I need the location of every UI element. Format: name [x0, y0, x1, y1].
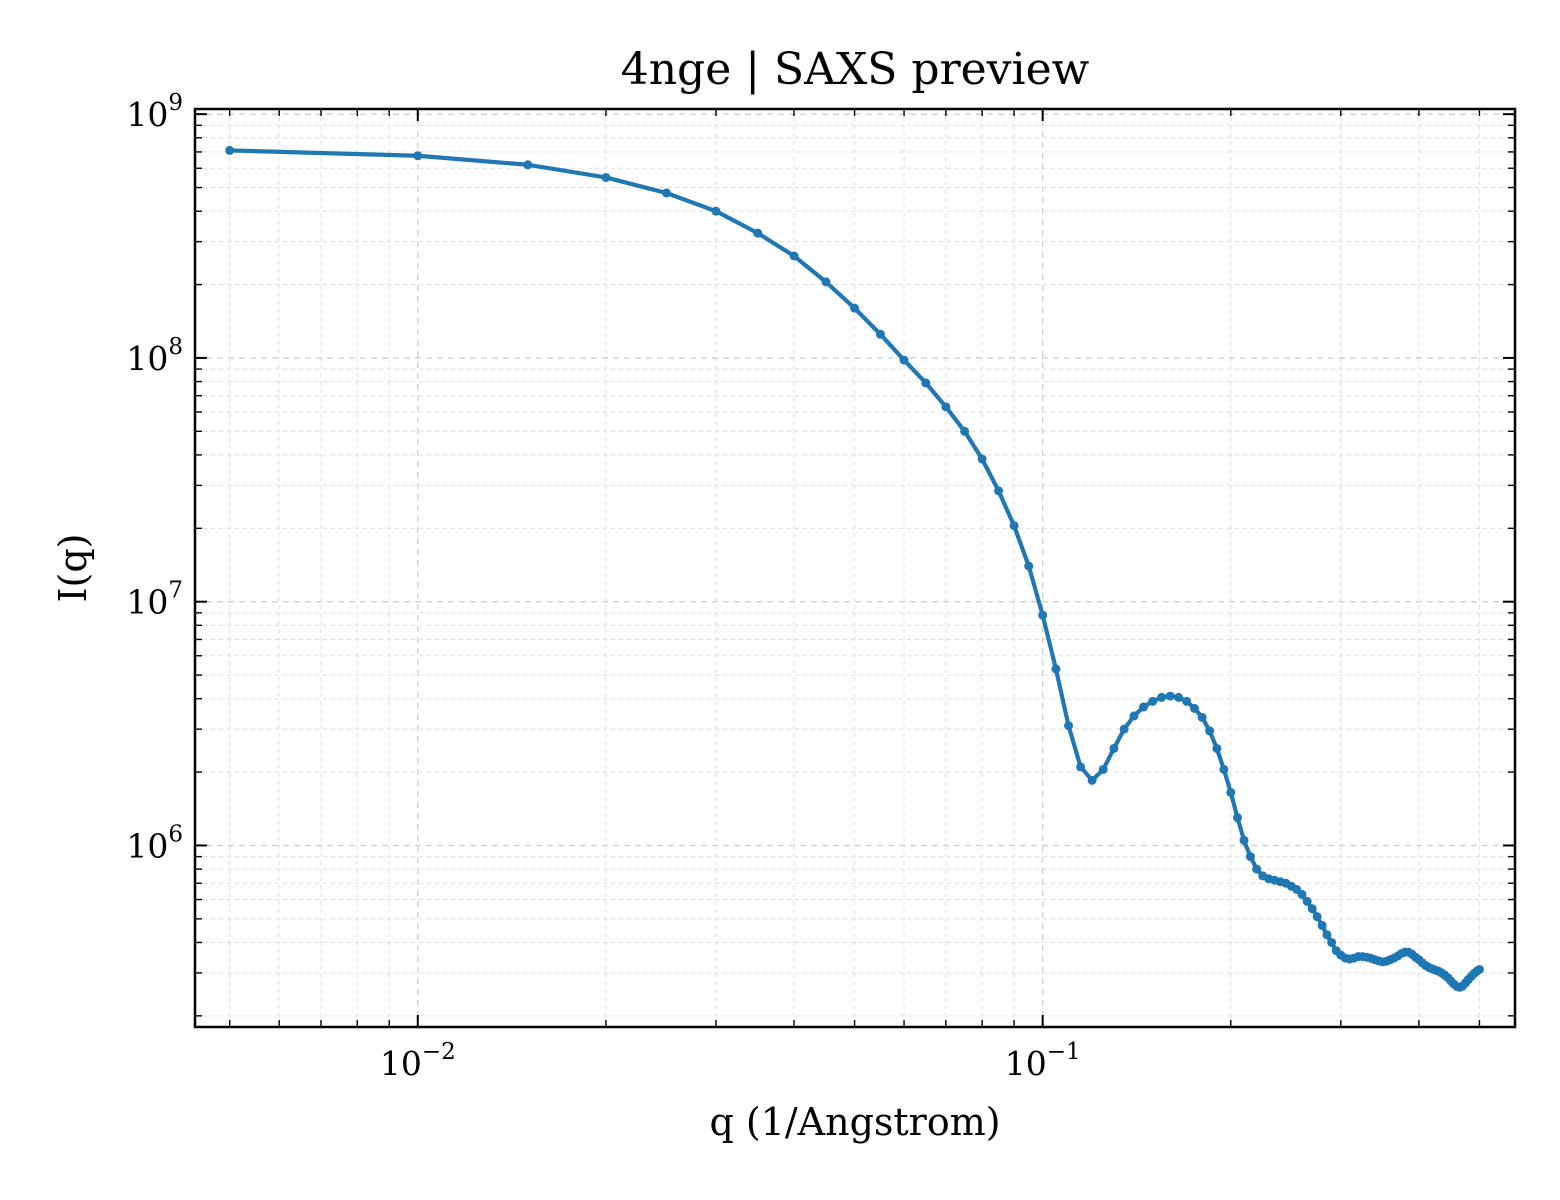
data-point — [1129, 711, 1139, 721]
data-point — [941, 402, 951, 412]
data-point — [1245, 852, 1255, 862]
data-point — [661, 188, 671, 198]
data-point — [1174, 692, 1184, 702]
data-point — [994, 486, 1004, 496]
y-tick-label: 108 — [126, 334, 183, 378]
data-point — [601, 172, 611, 182]
data-point — [850, 303, 860, 313]
data-point — [753, 228, 763, 238]
data-point — [711, 206, 721, 216]
data-point — [1098, 764, 1108, 774]
x-axis-label: q (1/Angstrom) — [709, 1100, 1000, 1144]
data-point — [789, 251, 799, 261]
grid — [195, 109, 1515, 1027]
data-point — [1312, 912, 1322, 922]
data-point — [1239, 835, 1249, 845]
data-point — [225, 145, 235, 155]
data-point — [1219, 764, 1229, 774]
data-point — [1139, 702, 1149, 712]
data-point — [1226, 787, 1236, 797]
data-point — [1024, 561, 1034, 571]
data-point — [1009, 521, 1019, 531]
data-point — [899, 355, 909, 365]
data-point — [1322, 930, 1332, 940]
data-point — [1157, 692, 1167, 702]
data-point — [1109, 743, 1119, 753]
data-point — [1064, 721, 1074, 731]
data-point — [1076, 762, 1086, 772]
data-point — [523, 160, 533, 170]
y-tick-label: 109 — [126, 90, 183, 134]
x-tick-label: 10−1 — [1005, 1039, 1081, 1083]
data-point — [1119, 724, 1129, 734]
data-series — [225, 145, 1484, 992]
data-point — [960, 426, 970, 436]
data-point — [1087, 775, 1097, 785]
data-point — [1182, 696, 1192, 706]
data-point — [1307, 904, 1317, 914]
data-point — [1051, 664, 1061, 674]
data-point — [1232, 813, 1242, 823]
data-point — [413, 151, 423, 161]
plot-frame — [193, 107, 1517, 1029]
data-point — [1197, 712, 1207, 722]
y-axis-label: I(q) — [51, 534, 95, 603]
data-point — [1317, 920, 1327, 930]
data-point — [921, 378, 931, 388]
data-point — [1165, 691, 1175, 701]
data-point — [1302, 896, 1312, 906]
data-point — [1252, 864, 1262, 874]
data-point — [1297, 889, 1307, 899]
data-point — [1327, 937, 1337, 947]
x-tick-label: 10−2 — [380, 1039, 456, 1083]
data-point — [875, 329, 885, 339]
ticks: 10−2 10−1 106 107 108 109 — [126, 90, 1515, 1083]
data-point — [1038, 610, 1048, 620]
data-point — [821, 277, 831, 287]
data-point — [1205, 726, 1215, 736]
data-point — [977, 454, 987, 464]
data-point — [1190, 703, 1200, 713]
data-point — [1212, 743, 1222, 753]
data-point — [1148, 696, 1158, 706]
y-tick-label: 106 — [126, 821, 183, 865]
data-point — [1474, 964, 1484, 974]
y-tick-label: 107 — [126, 578, 183, 622]
chart-title: 4nge | SAXS preview — [621, 44, 1090, 95]
